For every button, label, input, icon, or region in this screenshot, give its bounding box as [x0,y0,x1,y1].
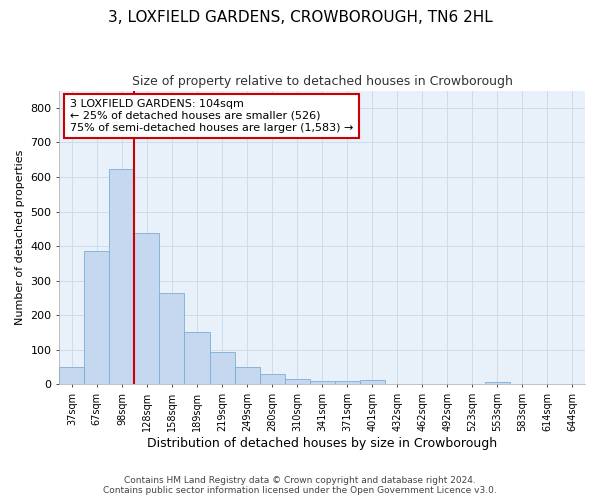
Bar [235,367,260,384]
Bar [85,252,109,384]
Bar [134,234,160,384]
Bar [360,380,385,384]
Text: 3 LOXFIELD GARDENS: 104sqm
← 25% of detached houses are smaller (526)
75% of sem: 3 LOXFIELD GARDENS: 104sqm ← 25% of deta… [70,100,353,132]
X-axis label: Distribution of detached houses by size in Crowborough: Distribution of detached houses by size … [147,437,497,450]
Bar [485,382,510,384]
Text: 3, LOXFIELD GARDENS, CROWBOROUGH, TN6 2HL: 3, LOXFIELD GARDENS, CROWBOROUGH, TN6 2H… [107,10,493,25]
Bar [109,169,134,384]
Bar [209,352,235,384]
Text: Contains HM Land Registry data © Crown copyright and database right 2024.
Contai: Contains HM Land Registry data © Crown c… [103,476,497,495]
Bar [160,293,184,384]
Bar [284,378,310,384]
Bar [310,380,335,384]
Bar [335,381,360,384]
Bar [184,332,209,384]
Bar [59,367,85,384]
Title: Size of property relative to detached houses in Crowborough: Size of property relative to detached ho… [132,75,512,88]
Bar [260,374,284,384]
Y-axis label: Number of detached properties: Number of detached properties [15,150,25,325]
